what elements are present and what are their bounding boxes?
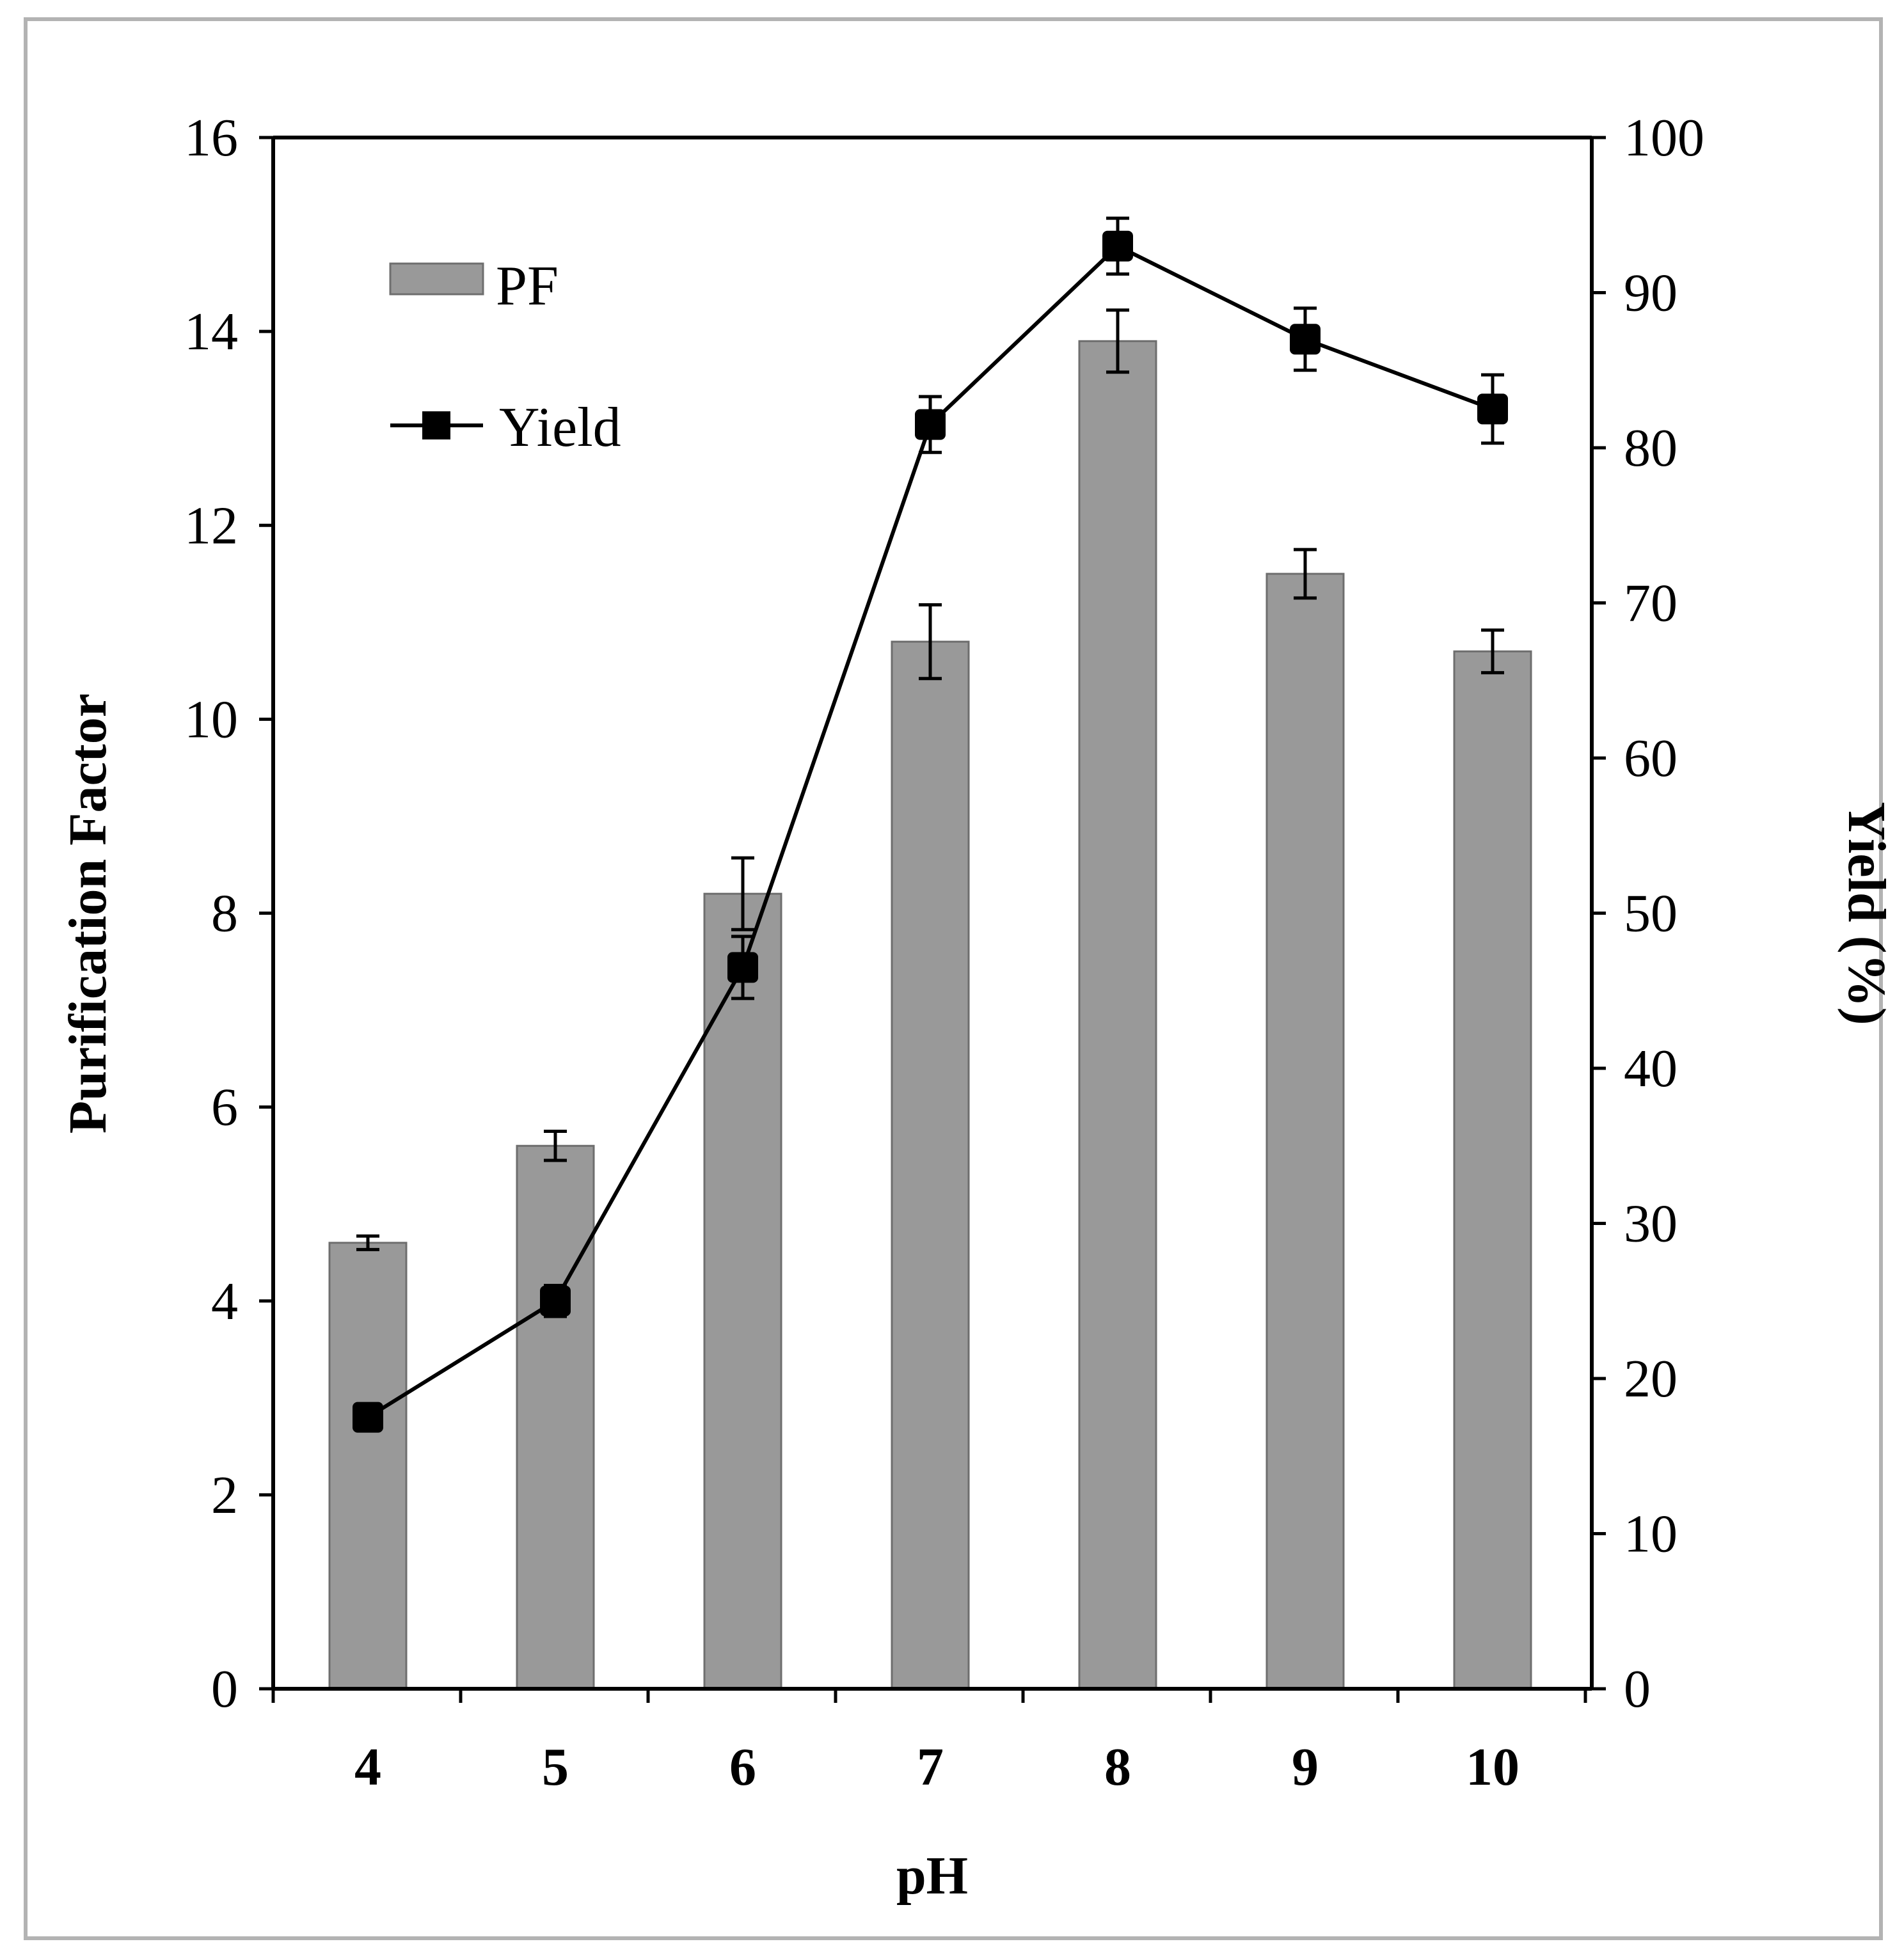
yield-marker (1477, 393, 1508, 425)
left-tick-label: 0 (211, 1659, 238, 1719)
x-tick-label: 6 (729, 1737, 756, 1797)
left-tick-label: 4 (211, 1272, 238, 1331)
right-tick-label: 90 (1624, 264, 1678, 323)
x-ticks: 4 5 6 7 8 9 10 (271, 1689, 1587, 1797)
yield-marker (1290, 324, 1321, 355)
pf-bar (1453, 650, 1532, 1690)
right-tick-label: 40 (1624, 1039, 1678, 1098)
figure-border (24, 17, 1883, 1940)
right-tick-label: 10 (1624, 1505, 1678, 1564)
left-tick-label: 10 (184, 690, 238, 749)
yield-marker (540, 1285, 571, 1316)
left-tick-label: 16 (184, 108, 238, 168)
y-axis-title: Purification Factor (58, 693, 118, 1134)
left-tick-label: 14 (184, 302, 238, 361)
pf-bar (1265, 573, 1345, 1690)
x-tick-label: 4 (354, 1737, 381, 1797)
legend-pf-swatch (389, 262, 484, 296)
legend-pf-label: PF (496, 255, 559, 317)
pf-bar (891, 640, 970, 1690)
y2-axis-title: Yield (%) (1837, 802, 1896, 1025)
right-ticks: 0 10 20 30 40 50 60 70 80 90 100 (1592, 108, 1704, 1719)
left-ticks: 0 2 4 6 8 10 12 14 16 (184, 108, 273, 1719)
right-tick-label: 70 (1624, 574, 1678, 633)
right-tick-label: 50 (1624, 884, 1678, 944)
legend-yield-label: Yield (499, 397, 621, 459)
legend-yield-marker (422, 411, 450, 439)
x-tick-label: 7 (917, 1737, 944, 1797)
pf-bar (328, 1242, 408, 1690)
pf-error-bars (356, 308, 1504, 1251)
right-tick-label: 20 (1624, 1349, 1678, 1409)
pf-bar (516, 1144, 595, 1690)
left-tick-label: 12 (184, 496, 238, 555)
right-tick-label: 0 (1624, 1659, 1651, 1719)
right-tick-label: 100 (1624, 108, 1704, 168)
yield-marker (353, 1402, 383, 1433)
x-tick-label: 5 (542, 1737, 569, 1797)
right-tick-label: 80 (1624, 418, 1678, 478)
x-tick-label: 9 (1292, 1737, 1319, 1797)
right-tick-label: 60 (1624, 729, 1678, 788)
yield-series (353, 216, 1508, 1433)
right-tick-label: 30 (1624, 1194, 1678, 1254)
pf-bars (328, 340, 1532, 1690)
x-axis-title: pH (896, 1846, 968, 1906)
legend: PF Yield (389, 255, 621, 459)
left-tick-label: 8 (211, 884, 238, 944)
left-tick-label: 2 (211, 1466, 238, 1525)
yield-marker (1102, 230, 1133, 262)
x-tick-label: 10 (1466, 1737, 1519, 1797)
yield-marker (915, 409, 946, 440)
pf-bar (1078, 340, 1157, 1690)
left-tick-label: 6 (211, 1078, 238, 1137)
x-tick-label: 8 (1104, 1737, 1131, 1797)
yield-marker (727, 952, 758, 983)
